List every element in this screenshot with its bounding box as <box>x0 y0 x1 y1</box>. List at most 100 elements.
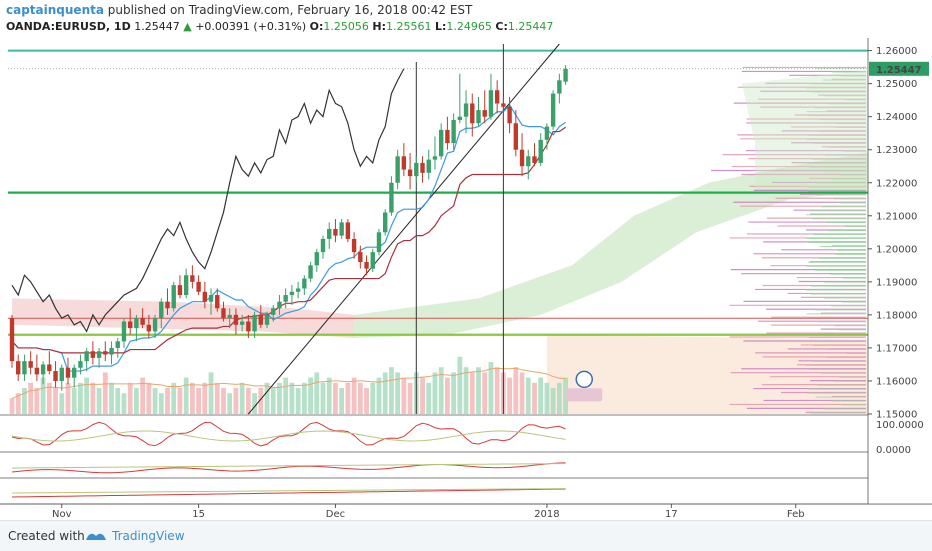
close-label: C: <box>495 20 508 33</box>
candle-body <box>376 232 382 253</box>
volume-bar <box>308 377 313 414</box>
candle-body <box>140 318 145 325</box>
candle-body <box>389 182 394 213</box>
candle-body <box>519 149 525 167</box>
candle-body <box>159 301 164 319</box>
projected-shade <box>546 334 932 414</box>
volume-bar <box>46 382 52 414</box>
published-text: published on TradingView.com, February 1… <box>107 3 473 17</box>
candle-body <box>72 367 77 378</box>
ohlc-line: OANDA:EURUSD, 1D 1.25447 ▲ +0.00391 (+0.… <box>6 20 553 33</box>
events-badge[interactable] <box>566 370 603 402</box>
candle-body <box>302 278 307 289</box>
volume-bar <box>457 356 463 414</box>
candle-body <box>432 156 438 160</box>
low-value: 1.24965 <box>446 20 492 33</box>
candle-body <box>152 318 158 332</box>
volume-bar <box>121 393 127 414</box>
volume-bar <box>59 393 65 414</box>
price-chart[interactable]: 1.26000 1.25000 1.24000 1.23000 1.22000 1.210… <box>0 38 932 520</box>
volume-bar <box>165 388 170 414</box>
volume-bar <box>9 398 15 414</box>
candle-body <box>358 252 363 263</box>
candle-body <box>196 281 201 292</box>
volume-bar <box>345 382 351 414</box>
volume-bar <box>326 377 332 414</box>
price-tick-label: 1.25000 <box>876 79 917 90</box>
open-label: O: <box>309 20 324 33</box>
publish-line: captainquenta published on TradingView.c… <box>6 3 472 17</box>
candle-body <box>463 103 469 117</box>
volume-bar <box>158 393 164 414</box>
close-value: 1.25447 <box>507 20 554 33</box>
volume-bar <box>463 367 469 414</box>
economic-events-icon <box>575 370 593 389</box>
candle-body <box>314 252 319 266</box>
candle-body <box>53 371 58 381</box>
candles-layer <box>9 65 568 391</box>
volume-bar <box>40 377 46 414</box>
oscillator-signal-line <box>11 430 566 442</box>
author-link[interactable]: captainquenta <box>6 3 104 17</box>
time-tick-label: 15 <box>192 509 205 520</box>
price-tick-label: 1.20000 <box>876 244 917 255</box>
volume-bar <box>245 388 251 414</box>
candle-body <box>364 262 369 269</box>
tenkan-sen-line <box>11 104 566 372</box>
candle-body <box>208 295 214 302</box>
time-tick-label: 2018 <box>534 509 559 520</box>
candle-body <box>370 252 375 269</box>
high-value: 1.25561 <box>386 20 432 33</box>
volume-bar <box>376 377 382 414</box>
candle-body <box>227 314 232 319</box>
volume-bar <box>438 367 444 414</box>
candle-body <box>507 106 512 124</box>
volume-bar <box>227 393 233 414</box>
oscillator-line <box>11 421 566 447</box>
symbol-label: OANDA:EURUSD, 1D <box>6 20 131 33</box>
candle-body <box>339 222 344 236</box>
volume-bar <box>65 382 71 414</box>
volume-bar <box>407 382 413 414</box>
candle-body <box>252 314 257 332</box>
brand-link[interactable]: TradingView <box>112 529 185 543</box>
volume-bar <box>109 382 114 414</box>
volume-bar <box>382 372 388 414</box>
volume-bar <box>90 382 96 414</box>
candle-body <box>420 162 425 173</box>
candle-body <box>513 123 519 150</box>
volume-bar <box>283 377 289 414</box>
high-label: H: <box>372 20 386 33</box>
time-tick-label: Feb <box>787 509 805 520</box>
volume-bar <box>78 382 83 414</box>
horizontal-levels-layer <box>8 43 868 415</box>
candle-body <box>134 318 139 329</box>
volume-bar <box>314 372 320 414</box>
volume-bar <box>15 393 21 414</box>
volume-bars-layer <box>9 356 568 414</box>
candle-body <box>407 169 413 177</box>
volume-bar <box>196 388 201 414</box>
candle-body <box>264 314 270 325</box>
candle-body <box>190 275 195 282</box>
volume-bar <box>525 377 531 414</box>
volume-bar <box>258 388 264 414</box>
volume-bar <box>171 382 177 414</box>
volume-bar <box>202 382 208 414</box>
volume-bar <box>432 372 438 414</box>
volume-bar <box>115 388 121 414</box>
volume-bar <box>301 382 307 414</box>
volume-bar <box>513 367 519 414</box>
oscillator-signal-line <box>11 463 566 469</box>
candle-body <box>40 364 46 375</box>
candle-body <box>177 285 183 296</box>
volume-bar <box>507 377 512 414</box>
low-label: L: <box>435 20 447 33</box>
volume-bar <box>320 382 326 414</box>
event-flags-icon <box>566 388 603 402</box>
volume-bar <box>401 377 407 414</box>
oscillator-scale-label: 100.0000 <box>876 420 924 431</box>
candle-body <box>47 364 52 372</box>
candle-body <box>115 341 120 348</box>
candle-body <box>84 351 89 362</box>
